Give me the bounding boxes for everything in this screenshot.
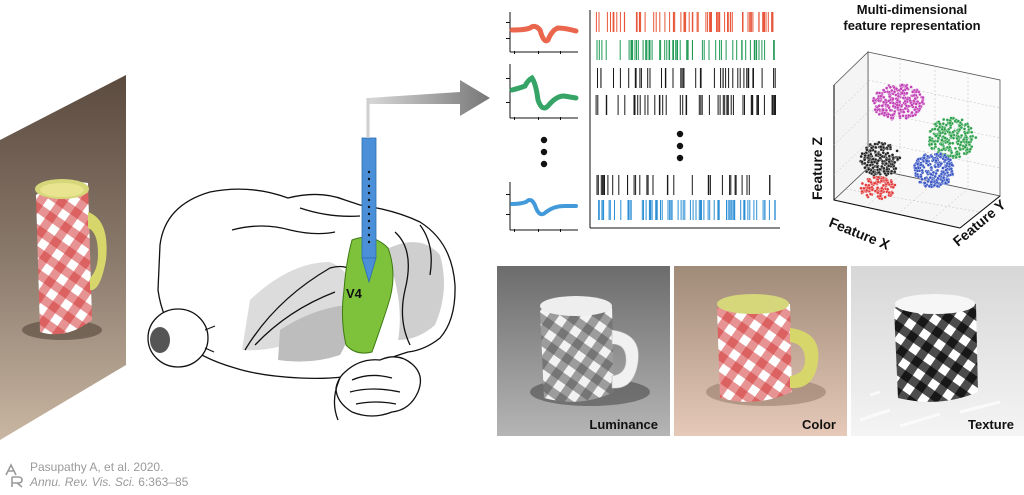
color-label: Color (802, 417, 836, 432)
citation-volume: 6:363–85 (134, 475, 189, 489)
raster-row (595, 12, 774, 32)
feature-cluster (859, 140, 902, 180)
v4-region (341, 236, 394, 354)
annual-reviews-logo (4, 463, 24, 489)
raster-row (596, 40, 775, 60)
raster-row (595, 95, 776, 115)
feature-title-line1: Multi-dimensional (857, 2, 968, 17)
occipital-shade (385, 242, 444, 340)
stimulus-image (0, 75, 126, 440)
feature-cluster (859, 175, 897, 201)
feature-title-line2: feature representation (843, 18, 980, 33)
feature-space-plot: Multi-dimensional feature representation… (809, 2, 1009, 253)
sulcus-4 (299, 207, 361, 217)
color-mug (717, 299, 792, 402)
feature-clusters (859, 83, 978, 201)
electrode-array (361, 137, 377, 284)
sulcus-6 (419, 224, 432, 276)
waveform-panel (506, 12, 579, 232)
v4-label: V4 (346, 286, 363, 301)
waveform-axes (509, 12, 578, 231)
citation: Pasupathy A, et al. 2020. Annu. Rev. Vis… (30, 460, 188, 490)
feature-cluster (871, 83, 926, 122)
luminance-label: Luminance (589, 417, 658, 432)
electrode-contacts (367, 170, 371, 244)
cerebellum-folia (349, 374, 401, 405)
waveform-ellipsis (540, 136, 548, 168)
sylvian-region (242, 262, 355, 351)
raster-row (598, 200, 776, 220)
brainstem (333, 377, 341, 421)
axis-z-label: Feature Z (809, 137, 825, 200)
raster-row (597, 68, 776, 88)
raster-ellipsis (676, 130, 684, 162)
axis-x-label: Feature X (827, 214, 893, 253)
citation-authors: Pasupathy A, et al. 2020. (30, 460, 164, 474)
temporal-lobe-shade (278, 305, 349, 362)
texture-label: Texture (968, 417, 1014, 432)
feature-cluster (927, 116, 978, 160)
waveform-blue (510, 198, 578, 217)
texture-panel: Texture (851, 266, 1024, 436)
stimulus-mug-handle (88, 212, 107, 291)
luminance-panel: Luminance (497, 266, 670, 436)
sulcus-2 (254, 291, 336, 346)
stimulus-mug-body (36, 181, 92, 335)
waveform-red (509, 23, 579, 44)
waveform-green (509, 74, 579, 111)
signal-arrow (368, 80, 490, 116)
spike-raster (589, 10, 780, 229)
texture-mug (894, 299, 978, 402)
color-panel: Color (674, 266, 847, 436)
eye (147, 308, 216, 368)
sulcus-5 (394, 231, 411, 346)
sulcus-3 (231, 225, 336, 235)
citation-journal: Annu. Rev. Vis. Sci. (30, 475, 135, 489)
monkey-brain (157, 188, 456, 421)
feature-cluster (912, 151, 955, 189)
luminance-mug (540, 301, 614, 402)
citation-journal-line: Annu. Rev. Vis. Sci. 6:363–85 (30, 475, 188, 490)
raster-row (596, 175, 771, 195)
